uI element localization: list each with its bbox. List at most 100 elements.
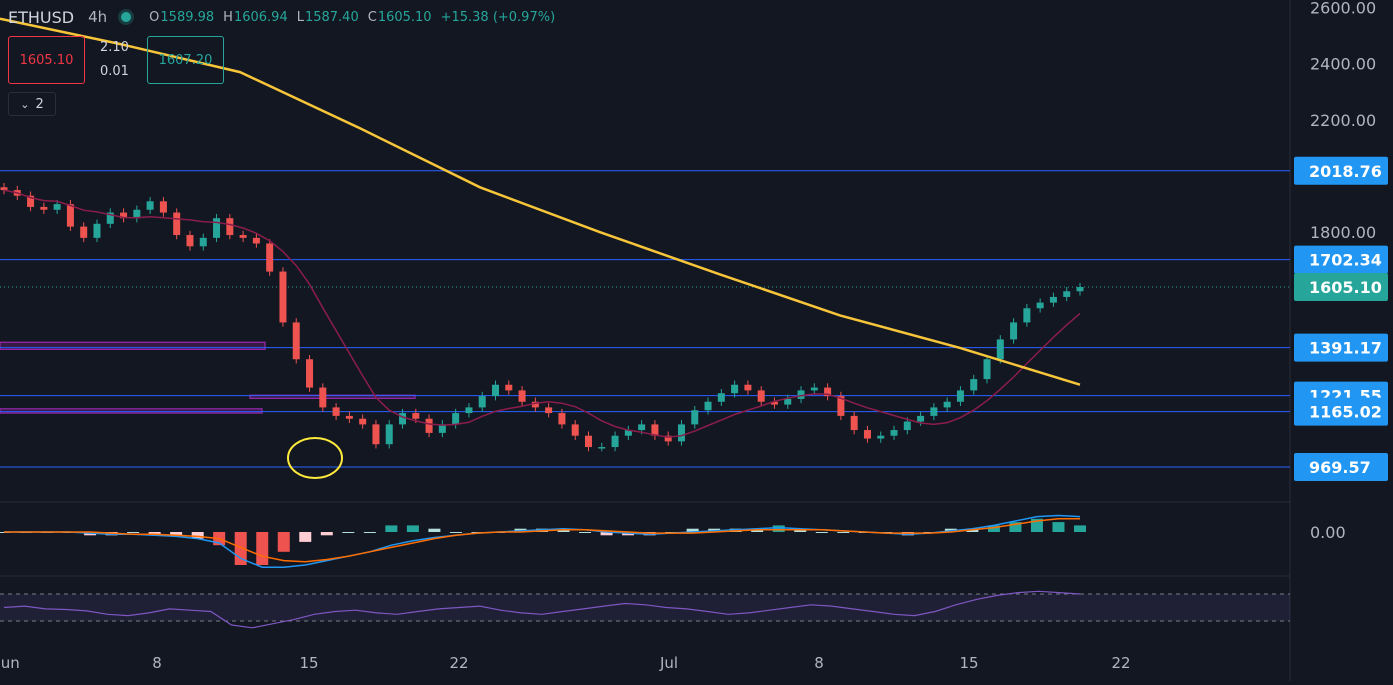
candle-body [213, 218, 221, 238]
candle [890, 425, 898, 440]
candle-body [1049, 296, 1057, 303]
candle-body [1036, 302, 1044, 309]
candle-body [970, 379, 978, 391]
candle-body [465, 407, 473, 414]
chevron-down-icon: ⌄ [20, 97, 30, 111]
high-key: H [223, 9, 233, 25]
candle [531, 397, 539, 412]
candle [186, 230, 194, 251]
candle-body [571, 424, 579, 436]
macd-histogram-bar [987, 525, 1000, 532]
candle [996, 335, 1004, 364]
ma-fast-line [3, 189, 1081, 438]
level-price-label-bg [1294, 245, 1388, 274]
candle [863, 425, 871, 443]
candle [624, 425, 632, 440]
candle-body [66, 204, 74, 227]
low-key: L [296, 9, 304, 25]
open-value: 1589.98 [160, 9, 215, 25]
candle [824, 383, 832, 401]
indicators-toggle-button[interactable]: ⌄ 2 [8, 92, 56, 116]
macd-histogram-bar [686, 528, 699, 532]
candle-body [877, 435, 885, 439]
macd-histogram-bar [256, 532, 269, 565]
candle-body [717, 393, 725, 402]
candle-body [252, 237, 260, 244]
candle [492, 380, 500, 401]
candle [239, 230, 247, 243]
candle [399, 408, 407, 429]
candle [664, 431, 672, 446]
time-axis-label: 22 [449, 654, 468, 672]
level-price-label: 1165.02 [1309, 403, 1382, 422]
price-axis-tick: 2400.00 [1310, 55, 1376, 74]
macd-histogram [0, 518, 1086, 565]
candle [505, 380, 513, 395]
candle-body [93, 223, 101, 238]
candle [757, 386, 765, 406]
macd-histogram-bar [170, 532, 183, 536]
candle-body [319, 387, 327, 408]
candle-body [677, 424, 685, 442]
spread-top: 2.10 [100, 40, 129, 55]
candle [173, 208, 181, 240]
macd-histogram-bar [579, 532, 592, 533]
timeframe-label[interactable]: 4h [88, 8, 108, 26]
time-axis-label: 15 [959, 654, 978, 672]
supply-zone-2 [0, 408, 263, 414]
candle-body [452, 413, 460, 425]
candle-body [598, 447, 606, 449]
level-price-label: 2018.76 [1309, 162, 1382, 181]
candle [40, 202, 48, 214]
time-axis-label: Jun [0, 654, 20, 672]
candle [425, 414, 433, 438]
candle-body [226, 218, 234, 236]
macd-histogram-bar [815, 532, 828, 533]
candle [478, 391, 486, 412]
candle-body [903, 421, 911, 431]
candle [810, 383, 818, 395]
level-price-label-bg [1294, 156, 1388, 185]
macd-histogram-bar [299, 532, 312, 542]
macd-histogram-bar [127, 532, 140, 533]
candle [80, 222, 88, 243]
candle [345, 411, 353, 423]
candle-body [412, 413, 420, 419]
candle-body [704, 401, 712, 411]
macd-histogram-bar [342, 532, 355, 533]
candle [691, 405, 699, 429]
time-axis-label: Jul [659, 654, 678, 672]
level-price-label: 1702.34 [1309, 251, 1382, 270]
candle-body [784, 398, 792, 405]
time-axis-label: 8 [814, 654, 824, 672]
candle [53, 199, 61, 214]
candle [292, 318, 300, 364]
candle-body [545, 407, 553, 414]
macd-histogram-bar [320, 532, 333, 536]
candle-body [651, 424, 659, 436]
symbol-name[interactable]: ETHUSD [8, 7, 75, 27]
candle [1010, 318, 1018, 344]
candle-body [159, 201, 167, 213]
candle [146, 197, 154, 214]
sell-button[interactable]: 1605.10 [8, 36, 85, 84]
candle [611, 431, 619, 452]
candle [213, 213, 221, 243]
candle-body [797, 390, 805, 399]
candle-body [664, 435, 672, 442]
candle [651, 420, 659, 440]
macd-histogram-bar [1074, 525, 1086, 532]
candle-body [744, 384, 752, 391]
candle-body [584, 435, 592, 448]
symbol-header: ETHUSD 4h O 1589.98 H 1606.94 L 1587.40 C 16… [8, 4, 564, 30]
candle [584, 431, 592, 452]
buy-button[interactable]: 1607.20 [147, 36, 224, 84]
candle-body [996, 339, 1004, 360]
candles-group [0, 183, 1084, 452]
candle-body [492, 384, 500, 397]
macd-histogram-bar [449, 532, 462, 533]
macd-histogram-bar [837, 532, 850, 533]
candle-body [558, 413, 566, 425]
